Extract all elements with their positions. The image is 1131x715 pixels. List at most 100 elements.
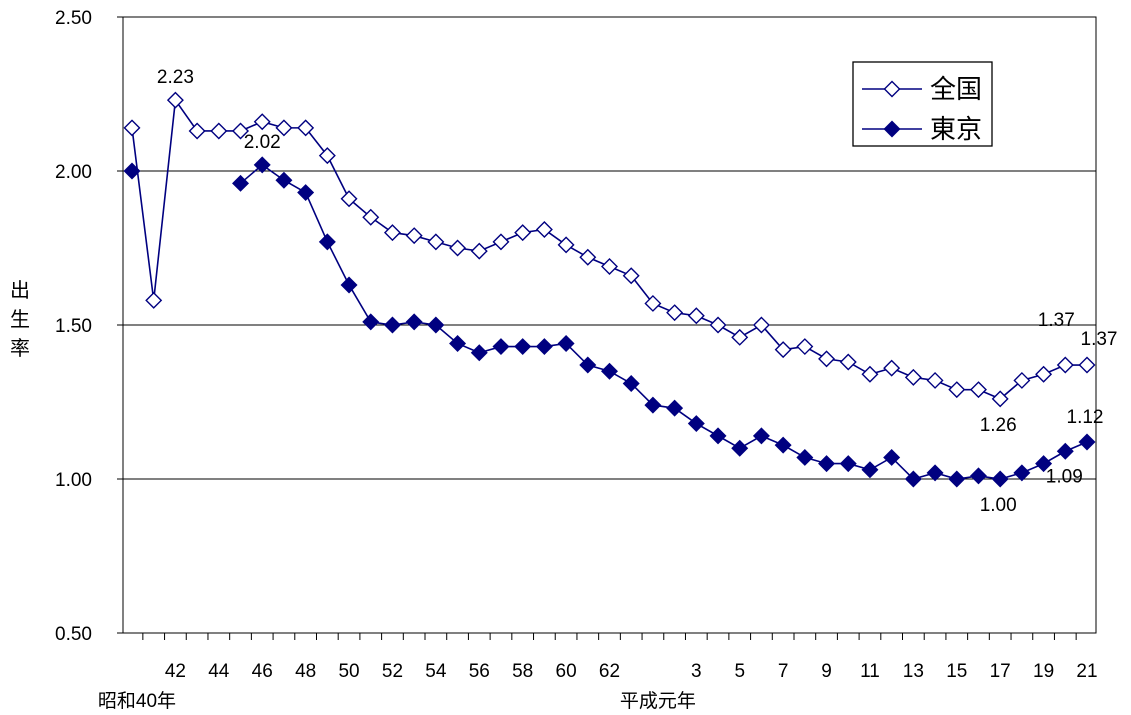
x-tick-label: 19 [1033,661,1054,682]
data-point [969,381,987,399]
grid-lines [123,170,1096,480]
x-tick-label: 54 [425,661,447,682]
x-era-label: 昭和40年 [98,690,176,712]
legend-label: 全国 [930,75,982,105]
data-point [861,461,879,479]
data-point [1056,442,1074,460]
x-tick-label: 58 [512,661,533,682]
data-point [470,242,488,260]
data-point [492,233,510,251]
data-point [514,338,532,356]
axes [117,16,1097,640]
data-point [1078,356,1096,374]
data-label: 1.26 [980,415,1017,436]
data-point [318,147,336,165]
data-point [383,224,401,242]
data-point [839,353,857,371]
data-label: 1.37 [1081,329,1118,350]
data-point [601,257,618,275]
y-tick-label: 1.50 [55,316,92,337]
y-tick-label: 0.50 [55,624,92,645]
data-point [752,427,770,445]
data-point [492,338,510,356]
data-label: 1.00 [980,495,1017,516]
x-tick-label: 17 [990,661,1011,682]
y-tick-label: 1.00 [55,470,92,491]
data-point [861,365,879,383]
data-point [253,113,271,131]
data-point [666,304,684,322]
data-point [926,464,944,482]
data-point [383,316,401,334]
x-tick-label: 7 [778,661,789,682]
data-point [362,208,380,226]
y-tick-labels: 0.50 1.00 1.50 2.00 2.50 [55,8,92,645]
legend-marker [883,80,901,98]
data-point [883,448,901,466]
data-point [145,291,163,309]
data-point [340,276,358,294]
data-point [362,313,380,331]
legend-box [852,61,993,147]
data-point [883,359,901,377]
data-point [948,470,966,488]
data-point [731,328,749,346]
data-point [449,334,467,352]
data-point [818,350,836,368]
data-point [275,171,293,189]
x-tick-labels: 42 44 46 48 50 52 54 56 58 60 62 3 5 7 9 11 13 15 17 19 21 昭和… [98,661,1098,712]
data-point [1013,371,1031,389]
data-point [731,439,749,457]
data-point [427,316,445,334]
data-point [557,334,575,352]
x-tick-label: 15 [946,661,967,682]
data-point [926,371,944,389]
x-tick-label: 3 [691,661,702,682]
data-point [687,415,705,433]
x-tick-label: 62 [599,661,620,682]
data-point [535,221,553,239]
series-line-東京 [240,163,1088,480]
data-point [991,390,1009,408]
x-tick-label: 42 [165,661,186,682]
data-point [514,224,532,242]
y-axis-label-char: 率 [10,336,30,360]
data-point [969,467,987,485]
data-point [405,313,423,331]
data-point [1035,455,1053,473]
data-point [275,119,293,137]
x-tick-label: 50 [338,661,359,682]
data-point [622,267,640,285]
data-point [232,174,250,192]
data-point [123,119,141,137]
data-label: 1.37 [1038,310,1075,331]
data-point [904,470,922,488]
series-layer [123,91,1096,488]
data-point [253,156,271,174]
data-point [644,294,662,312]
data-point [601,362,618,380]
x-tick-label: 48 [295,661,316,682]
data-point [904,368,922,386]
x-era-label: 平成元年 [620,690,696,712]
x-tick-label: 56 [469,661,490,682]
y-tick-label: 2.00 [55,162,92,183]
y-axis-label-char: 出 [10,278,30,302]
data-point [123,162,141,180]
data-point [991,470,1009,488]
data-point [796,338,814,356]
data-point [666,399,684,417]
data-point [449,239,467,257]
data-point [470,344,488,362]
data-point [427,233,445,251]
data-point [210,122,228,140]
data-point [948,381,966,399]
y-axis-label: 出生率 [10,278,30,360]
data-point [687,307,705,325]
data-point [1078,433,1096,451]
data-point [340,190,358,208]
x-tick-label: 13 [903,661,924,682]
data-point [232,122,250,140]
data-point [535,338,553,356]
